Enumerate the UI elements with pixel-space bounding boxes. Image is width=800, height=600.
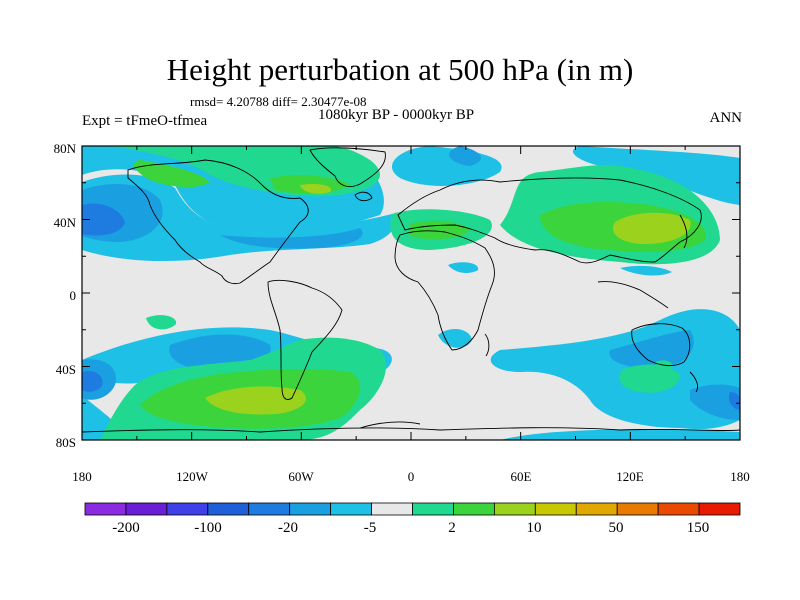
colorbar-box bbox=[248, 502, 291, 516]
experiment-label: Expt = tFmeO-tfmea bbox=[82, 113, 208, 129]
colorbar-box bbox=[84, 502, 127, 516]
colorbar-label-minus-20: -20 bbox=[278, 520, 298, 536]
negative-contour-dark-blue bbox=[82, 203, 740, 410]
colorbar-label-50: 50 bbox=[608, 520, 624, 536]
lat-tick-80s: 80S bbox=[55, 435, 76, 450]
colorbar-box bbox=[575, 502, 618, 516]
time-period-label: 1080kyr BP - 0000kyr BP bbox=[318, 107, 475, 123]
colorbar-box bbox=[166, 502, 209, 516]
colorbar-box bbox=[207, 502, 250, 516]
colorbar-box bbox=[698, 502, 741, 516]
lat-tick-40s: 40S bbox=[55, 362, 76, 377]
colorbar-label-150: 150 bbox=[686, 520, 710, 536]
lat-tick-0: 0 bbox=[69, 288, 77, 303]
colorbar-label-minus-200: -200 bbox=[112, 520, 140, 536]
colorbar-label-2: 2 bbox=[448, 520, 456, 536]
colorbar-label-10: 10 bbox=[526, 520, 542, 536]
lon-tick-60w: 60W bbox=[288, 469, 314, 484]
colorbar-box bbox=[657, 502, 700, 516]
season-label: ANN bbox=[709, 110, 743, 126]
lon-tick-0: 0 bbox=[407, 469, 415, 484]
colorbar-box bbox=[412, 502, 454, 516]
lon-tick-120w: 120W bbox=[176, 469, 208, 484]
lon-tick-180e: 180 bbox=[730, 469, 750, 484]
colorbar-box bbox=[453, 502, 495, 516]
lon-tick-120e: 120E bbox=[616, 469, 644, 484]
lat-tick-80n: 80N bbox=[53, 141, 76, 156]
coastlines bbox=[82, 147, 740, 433]
colorbar-box bbox=[493, 502, 536, 516]
colorbar-box bbox=[125, 502, 168, 516]
colorbar-box bbox=[534, 502, 577, 516]
axis-ticks bbox=[81, 145, 741, 441]
lat-tick-40n: 40N bbox=[53, 215, 76, 230]
colorbar-box bbox=[371, 502, 413, 516]
colorbar-label-minus-100: -100 bbox=[194, 520, 222, 536]
colorbar bbox=[84, 502, 741, 516]
positive-contour-yellow-green bbox=[205, 183, 691, 415]
colorbar-label-minus-5: -5 bbox=[363, 520, 377, 536]
colorbar-box bbox=[289, 502, 332, 516]
lon-tick-180w: 180 bbox=[72, 469, 92, 484]
rmsd-diff-stats: rmsd= 4.20788 diff= 2.30477e-08 bbox=[190, 94, 367, 109]
lon-tick-60e: 60E bbox=[510, 469, 532, 484]
colorbar-box bbox=[616, 502, 659, 516]
colorbar-box bbox=[330, 502, 372, 516]
map-title: Height perturbation at 500 hPa (in m) bbox=[166, 52, 634, 87]
